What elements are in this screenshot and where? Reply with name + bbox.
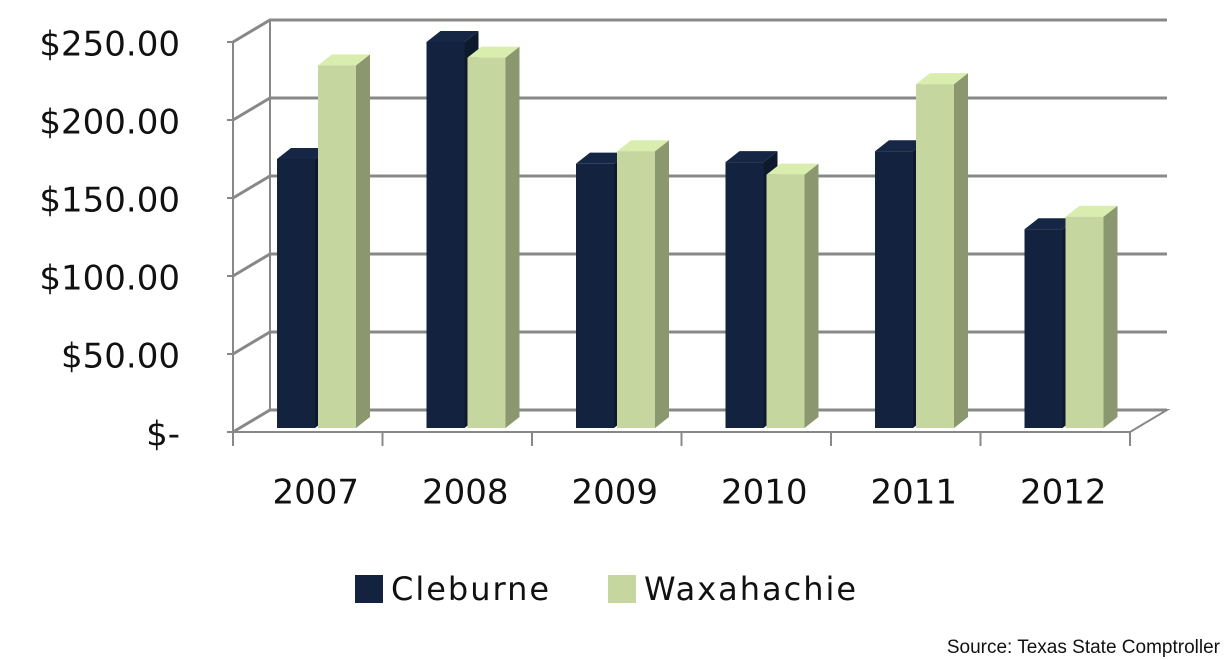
- grid-line: [232, 330, 1167, 356]
- y-tick-label: $250.00: [39, 25, 180, 65]
- bar-top: [467, 46, 520, 58]
- bar-top: [725, 151, 778, 163]
- bar-front: [1065, 216, 1104, 428]
- bar-top: [318, 54, 370, 66]
- bar-top: [916, 73, 968, 85]
- bar: [766, 163, 819, 428]
- bar: [467, 46, 520, 428]
- bar-top: [277, 148, 329, 159]
- bar-side: [505, 46, 520, 428]
- grid-line: [232, 408, 1167, 434]
- bar-side: [804, 163, 819, 428]
- bar-side: [954, 73, 968, 429]
- source-note: Source: Texas State Comptroller: [947, 637, 1221, 658]
- bar-front: [467, 57, 506, 428]
- bar: [617, 140, 669, 428]
- grid-line: [232, 96, 1167, 122]
- legend-label: Waxahachie: [644, 570, 858, 608]
- bar-front: [576, 163, 614, 428]
- bar-front: [725, 162, 764, 428]
- bar-front: [426, 42, 465, 428]
- x-tick-label: 2008: [422, 473, 509, 513]
- legend-swatch: [608, 575, 636, 603]
- x-tick-label: 2011: [870, 473, 957, 513]
- bar-top: [1024, 218, 1077, 230]
- bar-front: [875, 151, 913, 428]
- bar-front: [916, 84, 954, 429]
- y-tick-label: $-: [146, 415, 180, 455]
- bar-side: [356, 54, 370, 429]
- grid-line: [232, 18, 1167, 44]
- y-tick-label: $100.00: [39, 259, 180, 299]
- bar-top: [766, 163, 819, 175]
- bar-front: [766, 174, 805, 428]
- x-tick-label: 2010: [721, 473, 808, 513]
- y-tick-label: $200.00: [39, 103, 180, 143]
- bar-side: [1103, 205, 1118, 428]
- x-tick-label: 2007: [272, 473, 359, 513]
- bar: [1065, 205, 1118, 428]
- bar-top: [875, 140, 927, 152]
- bar: [916, 73, 968, 429]
- grid-line: [232, 174, 1167, 200]
- legend-label: Cleburne: [391, 570, 551, 608]
- x-tick-label: 2009: [571, 473, 658, 513]
- bar-top: [1065, 205, 1118, 217]
- grid-line: [232, 252, 1167, 278]
- bar-front: [277, 159, 315, 428]
- y-tick-label: $150.00: [39, 181, 180, 221]
- bar-side: [655, 140, 669, 428]
- bar-front: [1024, 229, 1063, 428]
- bar-top: [576, 152, 628, 164]
- bar-top: [617, 140, 669, 152]
- legend-swatch: [355, 575, 383, 603]
- y-tick-label: $50.00: [61, 337, 180, 377]
- bar: [318, 54, 370, 429]
- bar-front: [318, 65, 356, 429]
- x-tick-label: 2012: [1020, 473, 1107, 513]
- bar-front: [617, 151, 655, 428]
- bar-top: [426, 31, 479, 42]
